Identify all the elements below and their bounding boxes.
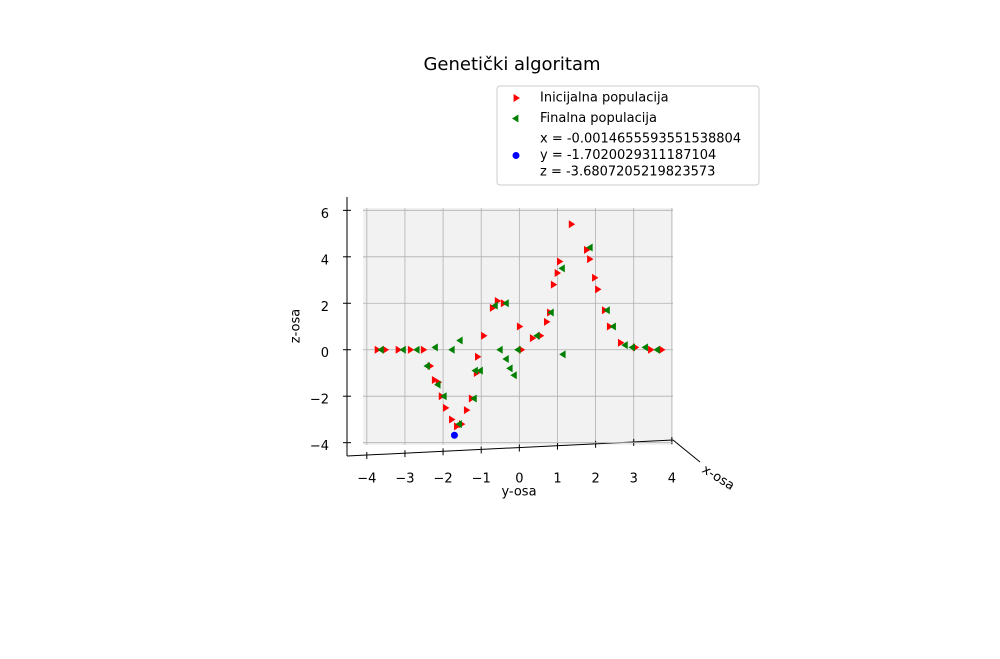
point [407,345,415,354]
point [659,345,666,354]
point [448,345,455,354]
point [544,317,551,326]
y-tick-label: 0 [321,346,329,361]
point [556,257,564,266]
point [496,345,503,354]
y-tick-label: −2 [310,393,329,408]
legend: Inicijalna populacija Finalna populacija x… [496,85,760,186]
legend-label: Finalna populacija [540,111,657,126]
point [584,245,591,254]
legend-marker [513,94,520,102]
point [399,345,406,354]
legend-label: z = -3.6807205219823573 [540,165,715,180]
point [628,343,635,352]
point [395,345,403,354]
point [510,371,517,380]
legend-label: x = -0.0014655593551538804 [540,132,741,147]
x-tick-label: −4 [357,472,376,487]
x-tick-label: 0 [515,472,523,487]
legend-marker [512,114,519,123]
point [550,280,558,289]
point [641,343,648,352]
point [431,375,439,384]
point [377,345,384,354]
x-tick-label: −3 [395,472,414,487]
point [476,366,483,375]
point [547,308,554,317]
legend-marker [512,152,520,159]
point [595,285,602,294]
point [559,350,566,359]
point [450,431,458,439]
point [431,343,438,352]
legend-label: y = -1.7020029311187104 [540,148,716,163]
point [454,422,461,431]
x-axis-label: y-osa [501,485,536,500]
chart-title: Genetički algoritam [423,54,600,75]
point [653,345,660,354]
point [502,299,509,308]
point [420,345,428,354]
point [609,322,616,331]
point [491,301,498,310]
point [506,364,513,373]
y-tick-label: −4 [310,439,329,454]
point [413,345,420,354]
point [529,334,537,343]
x-tick-label: 2 [591,472,599,487]
point [470,394,477,403]
point [455,420,462,429]
point [463,406,471,415]
point [617,338,625,347]
point [587,255,594,264]
point [456,336,463,345]
point [449,415,456,424]
point [533,331,540,340]
x-tick-label: 4 [668,472,676,487]
point [603,306,610,315]
point [471,366,478,375]
point [423,362,430,370]
point [586,243,593,252]
point [514,345,521,354]
y-axis-label: z-osa [289,309,304,343]
x-tick-label: −1 [472,472,491,487]
point [558,264,565,273]
point [382,345,390,354]
x-tick-label: 1 [553,472,561,487]
y-tick-label: 4 [321,253,329,268]
x-tick-label: 3 [630,472,638,487]
point [621,341,628,350]
point [554,269,562,278]
y-tick-label: 6 [321,207,329,222]
y-tick-label: 2 [321,300,329,315]
point [592,273,599,282]
point [442,403,450,412]
x-axis-line [672,439,701,463]
point [440,392,447,401]
point [474,352,482,361]
point [481,331,488,340]
legend-box [496,85,760,186]
x-tick-label: −2 [433,472,452,487]
legend-label: Inicijalna populacija [540,91,669,106]
point [648,345,655,354]
point [434,380,441,389]
point [489,303,497,312]
point [502,355,509,364]
point [516,322,524,331]
point [568,220,576,229]
